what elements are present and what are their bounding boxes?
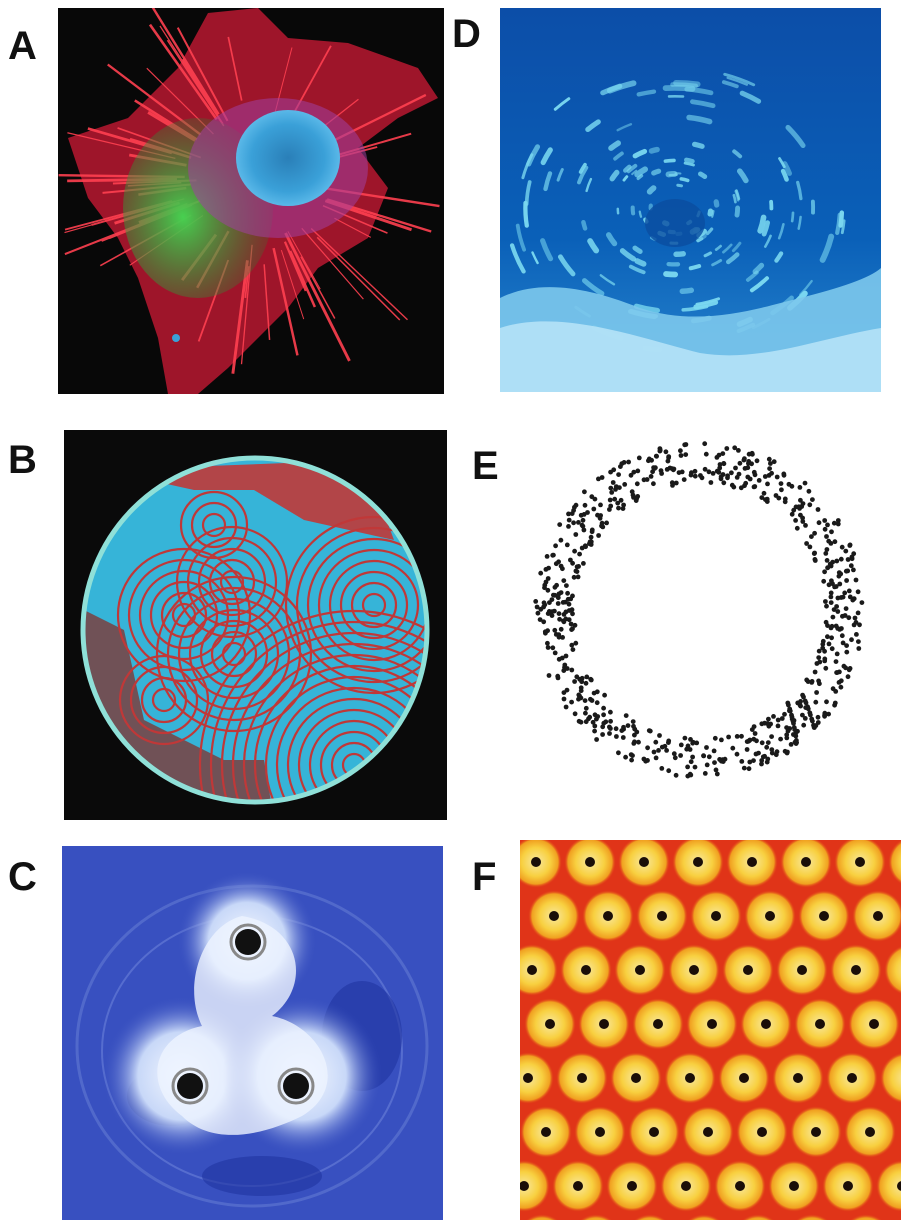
vortex-graphic: [62, 846, 443, 1220]
fish-school-graphic: [500, 8, 881, 392]
vortex-core: [229, 923, 267, 961]
panel-c-label: C: [8, 855, 37, 899]
nucleus-shape: [236, 110, 340, 206]
panel-d-label: D: [452, 12, 481, 56]
panel-b-label: B: [8, 438, 37, 482]
panel-e-label: E: [472, 444, 499, 488]
panel-b-petri-dish-image: [64, 430, 447, 820]
particle-ring-graphic: [530, 436, 870, 786]
lattice-graphic: [520, 840, 901, 1220]
panel-e-particle-ring-image: [530, 436, 870, 786]
panel-f-label: F: [472, 855, 497, 899]
vortex-core: [171, 1067, 209, 1105]
petri-dish-graphic: [64, 430, 447, 820]
cell-fluorescence-graphic: [58, 8, 444, 394]
panel-f-lattice-image: [520, 840, 901, 1220]
panel-c-vortex-image: [62, 846, 443, 1220]
panel-a-label: A: [8, 24, 37, 68]
panel-a-cell-image: [58, 8, 444, 394]
vortex-core: [277, 1067, 315, 1105]
panel-d-fish-school-image: [500, 8, 881, 392]
